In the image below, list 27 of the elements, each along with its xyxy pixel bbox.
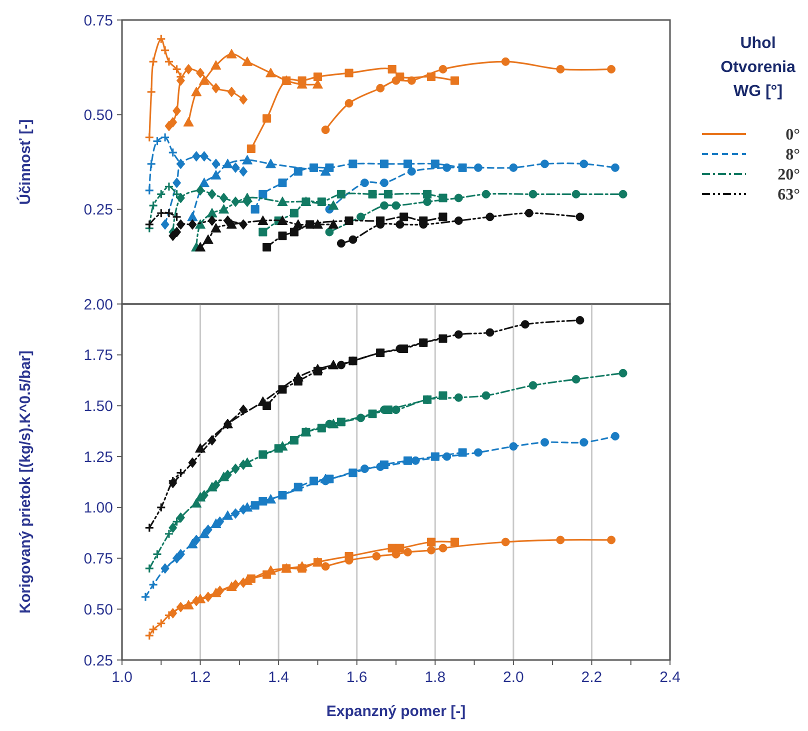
x-tick-label: 1.0 (112, 669, 132, 686)
x-tick-label: 2.4 (660, 669, 680, 686)
y-tick-label: 2.00 (84, 296, 113, 314)
y-tick-label: 0.50 (84, 106, 113, 124)
x-tick-label: 2.0 (503, 669, 524, 686)
y-tick-label: 1.50 (84, 398, 113, 415)
y-tick-label: 1.00 (84, 500, 113, 517)
x-axis-title: Expanzný pomer [-] (326, 703, 466, 720)
legend-label: 63° (778, 186, 800, 204)
y-tick-label: 1.75 (84, 347, 113, 364)
y-tick-label: 1.25 (84, 448, 113, 466)
x-tick-label: 1.6 (346, 669, 368, 686)
y-axis-title: Korigovaný prietok [(kg/s).K^0.5/bar] (17, 350, 34, 614)
x-tick-label: 1.4 (268, 669, 289, 686)
legend-label: 20° (778, 166, 800, 184)
x-tick-label: 1.8 (424, 669, 446, 686)
y-tick-label: 0.25 (84, 202, 113, 219)
y-tick-label: 0.50 (84, 601, 113, 618)
x-tick-label: 2.2 (581, 669, 602, 686)
y-tick-label: 0.75 (84, 12, 113, 30)
y-axis-title: Účinnosť [-] (16, 119, 34, 205)
x-tick-label: 1.2 (190, 669, 211, 686)
y-tick-label: 0.25 (84, 652, 113, 670)
y-tick-label: 0.75 (84, 550, 113, 568)
text: 8° (786, 146, 800, 164)
text: 0° (786, 126, 800, 144)
legend-title: Uhol Otvorenia WG [°] (720, 35, 796, 100)
